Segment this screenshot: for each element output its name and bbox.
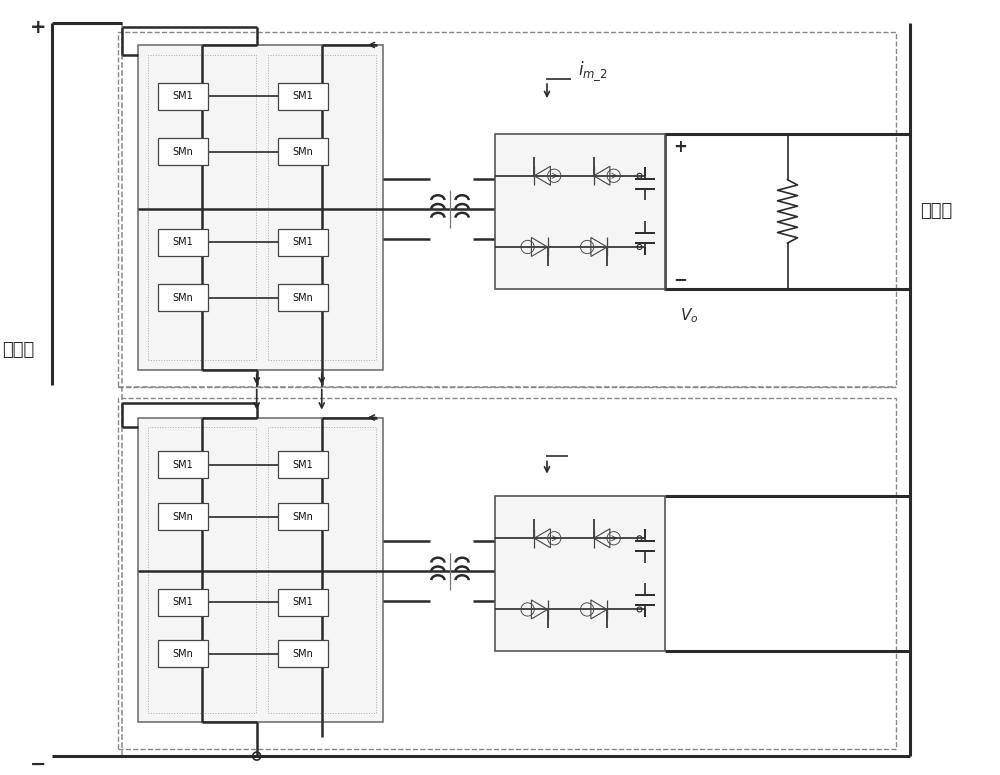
Bar	[118, 32, 896, 387]
Bar	[278, 503, 328, 530]
Bar	[278, 640, 328, 667]
Text: −: −	[30, 755, 46, 774]
Bar	[148, 427, 256, 713]
Text: $V_o$: $V_o$	[680, 307, 698, 326]
Bar	[278, 284, 328, 311]
Text: SMn: SMn	[172, 512, 193, 522]
Bar	[278, 452, 328, 478]
Bar	[158, 138, 208, 165]
Bar	[278, 83, 328, 110]
Text: SMn: SMn	[292, 146, 313, 157]
Bar	[158, 83, 208, 110]
Bar	[158, 229, 208, 256]
Bar	[268, 55, 376, 360]
Bar	[278, 229, 328, 256]
Bar	[158, 640, 208, 667]
Text: −: −	[673, 270, 687, 288]
Bar	[268, 427, 376, 713]
Bar	[148, 55, 256, 360]
Bar	[278, 588, 328, 615]
Text: SM1: SM1	[172, 237, 193, 247]
Text: +: +	[673, 138, 687, 156]
Bar	[158, 588, 208, 615]
Text: SMn: SMn	[292, 649, 313, 659]
Bar	[278, 138, 328, 165]
Text: SMn: SMn	[292, 512, 313, 522]
Text: SMn: SMn	[172, 146, 193, 157]
Bar	[158, 452, 208, 478]
Text: $i_{m\_2}$: $i_{m\_2}$	[578, 60, 608, 83]
Text: 低压侧: 低压侧	[920, 202, 952, 220]
Bar	[158, 503, 208, 530]
Text: SM1: SM1	[292, 460, 313, 470]
Text: SM1: SM1	[292, 597, 313, 607]
Bar	[138, 45, 383, 370]
Text: +: +	[30, 18, 46, 37]
Text: SMn: SMn	[172, 293, 193, 303]
Bar	[495, 497, 665, 651]
Bar	[158, 284, 208, 311]
Text: 高压侧: 高压侧	[2, 340, 34, 359]
Bar	[138, 418, 383, 722]
Bar	[665, 134, 910, 289]
Bar	[495, 134, 665, 289]
Text: SM1: SM1	[172, 597, 193, 607]
Text: SM1: SM1	[292, 91, 313, 102]
Text: SM1: SM1	[292, 237, 313, 247]
Text: SM1: SM1	[172, 91, 193, 102]
Text: SMn: SMn	[172, 649, 193, 659]
Text: SM1: SM1	[172, 460, 193, 470]
Bar	[118, 398, 896, 749]
Text: SMn: SMn	[292, 293, 313, 303]
